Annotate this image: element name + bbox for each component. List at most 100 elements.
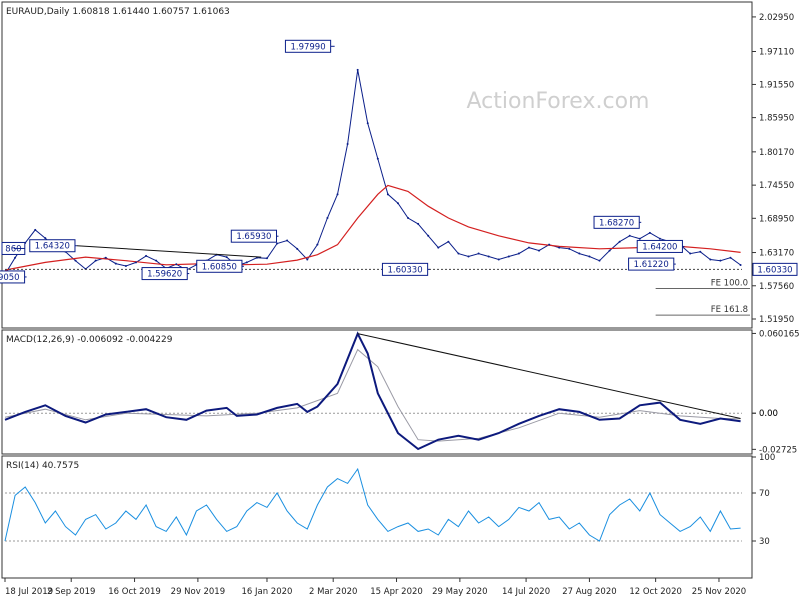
price-y-tick-label: 1.97110 — [759, 48, 794, 58]
price-point — [568, 247, 571, 250]
price-point — [386, 193, 389, 196]
price-panel-header: EURAUD,Daily 1.60818 1.61440 1.60757 1.6… — [6, 7, 230, 17]
price-y-tick-label: 1.63170 — [759, 249, 794, 259]
price-point — [437, 246, 440, 249]
current-price-label: 1.60330 — [757, 265, 792, 275]
price-point — [376, 157, 379, 160]
price-annotation-label: 1.64200 — [642, 242, 677, 252]
price-point — [487, 255, 490, 258]
price-annotation-label: 1.60330 — [387, 265, 422, 275]
rsi-y-tick-label: 100 — [759, 453, 775, 463]
price-point — [658, 237, 661, 240]
price-annotation-label: 1.65930 — [236, 232, 271, 242]
price-point — [114, 262, 117, 265]
price-point — [336, 193, 339, 196]
moving-average-line — [4, 184, 741, 271]
current-price-box — [752, 262, 798, 276]
x-tick-label: 29 Nov 2019 — [171, 587, 225, 597]
price-annotation-label: 1.68270 — [599, 218, 634, 228]
price-point — [719, 259, 722, 262]
macd-panel-header: MACD(12,26,9) -0.006092 -0.004229 — [6, 335, 173, 345]
price-point — [598, 259, 601, 262]
price-point — [306, 258, 309, 261]
x-tick-label: 12 Oct 2020 — [629, 587, 682, 597]
x-tick-label: 27 Aug 2020 — [562, 587, 616, 597]
price-point — [396, 202, 399, 205]
price-y-axis: 2.02950 1.97110 1.91550 1.85950 1.80170 1.745… — [752, 13, 794, 325]
price-annotation-label: 860 — [5, 244, 21, 254]
price-point — [548, 243, 551, 246]
price-point — [608, 249, 611, 252]
price-y-tick-label: 1.68950 — [759, 214, 794, 224]
price-point — [709, 258, 712, 261]
price-annotation-label: 1.97990 — [290, 42, 325, 52]
macd-signal-line — [4, 348, 741, 442]
price-point — [276, 242, 279, 245]
price-y-tick-label: 1.80170 — [759, 148, 794, 158]
price-point — [427, 234, 430, 237]
macd-y-tick-label: 0.060165 — [759, 329, 800, 339]
price-y-tick-label: 1.74550 — [759, 181, 794, 191]
price-y-tick-label: 1.85950 — [759, 114, 794, 124]
price-point — [648, 231, 651, 234]
macd-main-line — [4, 331, 741, 451]
watermark: ActionForex.com — [467, 89, 650, 114]
price-point — [507, 255, 510, 258]
x-tick-label: 2 Sep 2019 — [47, 587, 95, 597]
price-point — [407, 217, 410, 220]
price-annotation-label: 1.60850 — [202, 262, 237, 272]
price-point — [538, 249, 541, 252]
rsi-y-tick-label: 30 — [759, 537, 770, 547]
price-point — [477, 252, 480, 255]
price-annotation-label: 1.64320 — [35, 242, 70, 252]
rsi-y-axis: 100 70 30 — [5, 453, 775, 547]
macd-y-tick-label: -0.02725 — [759, 445, 797, 455]
price-annotation-label: 1.59050 — [0, 273, 20, 283]
rsi-panel-frame — [1, 455, 753, 579]
price-point — [316, 243, 319, 246]
price-series-line — [4, 69, 741, 275]
price-point — [44, 237, 47, 240]
price-point — [558, 246, 561, 249]
x-tick-label: 25 Nov 2020 — [692, 587, 746, 597]
price-point — [245, 261, 248, 264]
price-point — [618, 240, 621, 243]
price-point — [134, 261, 137, 264]
price-point — [124, 264, 127, 267]
price-point — [467, 255, 470, 258]
price-point — [356, 68, 359, 71]
price-annotations: 1.97990 1.65930 1.64320 1.59050 1.59620 1.608… — [0, 39, 685, 284]
price-point — [578, 252, 581, 255]
rsi-series-layer — [4, 467, 741, 542]
price-y-tick-label: 1.91550 — [759, 80, 794, 90]
price-point — [175, 263, 178, 266]
price-point — [265, 257, 268, 260]
price-point — [346, 142, 349, 145]
price-point — [74, 259, 77, 262]
price-point — [729, 256, 732, 259]
x-tick-label: 18 Jul 2019 — [5, 587, 53, 597]
macd-y-tick-label: 0.00 — [759, 409, 778, 419]
price-point — [517, 252, 520, 255]
price-point — [527, 246, 530, 249]
x-tick-label: 2 Mar 2020 — [309, 587, 357, 597]
macd-trendline — [357, 333, 741, 420]
x-tick-label: 16 Oct 2019 — [108, 587, 161, 597]
price-point — [14, 256, 17, 259]
price-point — [104, 256, 107, 259]
macd-series-layer — [4, 331, 741, 451]
price-annotation-label: 1.61220 — [634, 260, 669, 270]
price-y-tick-label: 2.02950 — [759, 13, 794, 23]
price-point — [366, 122, 369, 125]
price-point — [689, 252, 692, 255]
fe-label: FE 100.0 — [711, 278, 748, 288]
price-point — [296, 247, 299, 250]
price-point — [447, 240, 450, 243]
price-point — [497, 258, 500, 261]
price-point — [417, 222, 420, 225]
x-tick-label: 29 May 2020 — [432, 587, 487, 597]
price-point — [94, 259, 97, 262]
price-point — [145, 254, 148, 257]
